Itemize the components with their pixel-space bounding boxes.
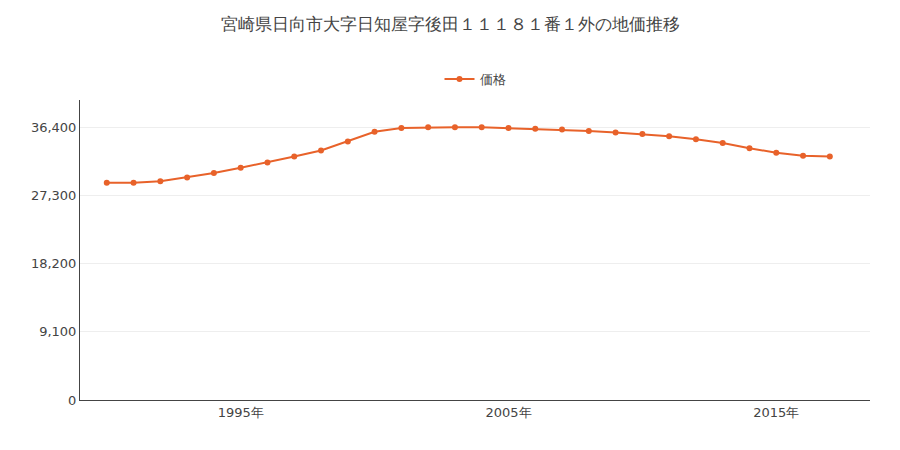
svg-text:2005年: 2005年: [485, 405, 531, 420]
svg-text:宮崎県日向市大字日知屋字後田１１１８１番１外の地価推移: 宮崎県日向市大字日知屋字後田１１１８１番１外の地価推移: [221, 14, 680, 34]
svg-text:18,200: 18,200: [31, 256, 77, 271]
svg-text:27,300: 27,300: [31, 188, 77, 203]
svg-text:2015年: 2015年: [753, 405, 799, 420]
svg-text:価格: 価格: [480, 72, 506, 87]
svg-text:1995年: 1995年: [218, 405, 264, 420]
svg-text:9,100: 9,100: [39, 324, 76, 339]
svg-text:0: 0: [68, 393, 76, 408]
svg-text:36,400: 36,400: [31, 120, 77, 135]
